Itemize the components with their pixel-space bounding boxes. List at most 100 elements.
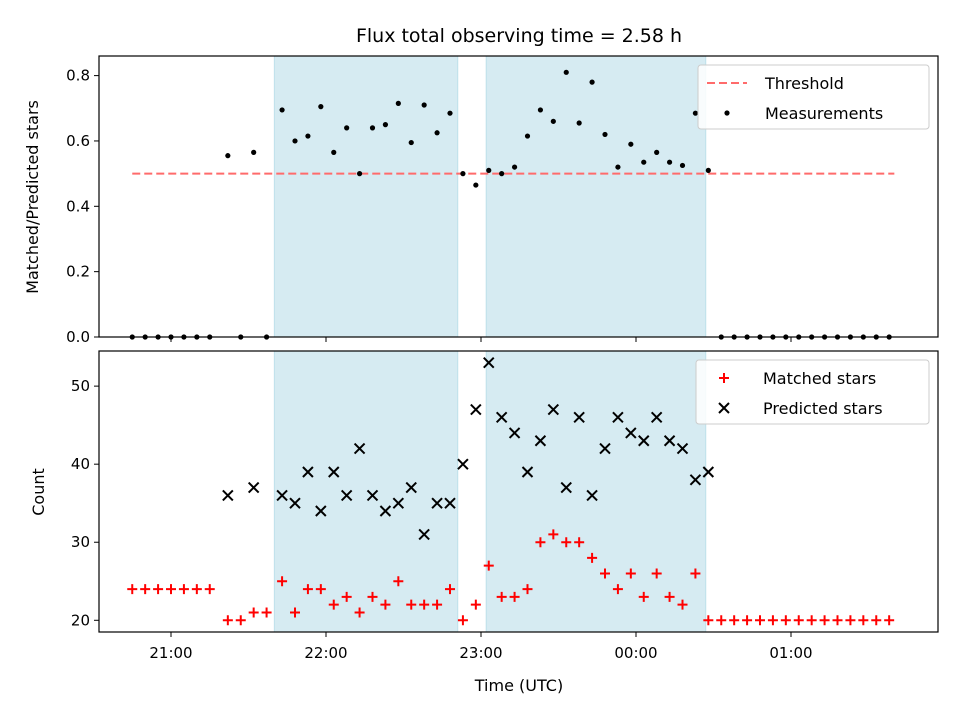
observing-interval [273, 350, 459, 633]
matched-point [612, 584, 623, 595]
matched-point [638, 591, 649, 602]
predicted-point [405, 481, 417, 494]
predicted-point [560, 481, 572, 494]
predicted-point [586, 489, 598, 502]
legend-label: Predicted stars [763, 399, 883, 418]
predicted-point [379, 505, 392, 517]
predicted-point [599, 442, 611, 455]
predicted-point [495, 411, 508, 424]
predicted-point [689, 474, 702, 486]
measurement-point [344, 125, 350, 131]
predicted-point [444, 497, 456, 509]
measurement-point [628, 141, 634, 147]
top-y-axis-label: Matched/Predicted stars [23, 100, 42, 294]
matched-point [561, 537, 572, 548]
matched-point [780, 615, 791, 626]
matched-point [884, 615, 895, 626]
legend-box [697, 64, 930, 130]
matched-point [819, 615, 830, 626]
measurement-point [641, 159, 647, 165]
matched-point [153, 584, 164, 595]
predicted-point [547, 403, 560, 416]
predicted-point [521, 466, 534, 478]
predicted-point [483, 357, 495, 369]
measurement-point [486, 167, 492, 173]
predicted-point [302, 466, 314, 478]
matched-point [380, 599, 391, 610]
measurement-point [615, 164, 621, 170]
measurement-point [421, 102, 427, 108]
legend-box [695, 359, 930, 425]
matched-point [354, 607, 365, 618]
y-tick-label: 50 [71, 377, 90, 395]
matched-point [302, 584, 313, 595]
x-axis-label: Time (UTC) [474, 676, 563, 695]
predicted-point [366, 489, 379, 502]
matched-point [261, 607, 272, 618]
matched-point [140, 584, 151, 595]
x-tick-label: 21:00 [149, 644, 192, 662]
measurement-point [292, 138, 298, 144]
measurement-point [550, 118, 556, 124]
measurement-point [305, 133, 311, 139]
legend-label: Threshold [764, 74, 844, 93]
matched-point [178, 584, 189, 595]
measurement-point [447, 110, 453, 116]
predicted-point [276, 489, 288, 502]
matched-point [729, 615, 740, 626]
plot-frame [98, 55, 939, 338]
matched-point [127, 584, 138, 595]
predicted-point [392, 497, 405, 509]
matched-point [457, 615, 468, 626]
matched-point [290, 607, 300, 618]
matched-point [341, 591, 352, 602]
predicted-point [222, 489, 234, 502]
matched-point [522, 584, 533, 595]
measurement-point [369, 125, 376, 131]
measurement-point [499, 171, 505, 177]
matched-point [496, 591, 507, 602]
legend-measurement-swatch [724, 110, 730, 116]
y-tick-label: 30 [71, 533, 90, 551]
x-tick-label: 23:00 [459, 644, 502, 662]
matched-point [419, 599, 430, 610]
chart-title: Flux total observing time = 2.58 h [356, 25, 682, 47]
y-tick-label: 20 [71, 611, 90, 629]
x-tick-label: 01:00 [769, 644, 812, 662]
predicted-point [289, 497, 301, 509]
y-tick-label: 0.0 [66, 328, 90, 346]
measurement-point [563, 69, 569, 75]
matched-point [166, 584, 176, 595]
top-panel: 0.0 0.2 0.4 0.6 0.8 Threshold Measurements [66, 55, 939, 346]
matched-point [845, 615, 856, 626]
matched-point [806, 615, 817, 626]
measurement-point [654, 149, 660, 155]
measurement-point [576, 120, 582, 126]
measurement-point [408, 139, 414, 146]
measurement-point [395, 100, 401, 106]
matched-point [406, 599, 417, 610]
matched-point [483, 560, 494, 571]
bottom-panel: 20 30 40 50 21:00 22:00 23:00 00:00 01:00 Matched… [71, 350, 939, 662]
matched-point [367, 591, 378, 602]
x-tick-label: 22:00 [304, 644, 347, 662]
predicted-point [431, 497, 443, 509]
predicted-point [470, 403, 482, 416]
predicted-stars-series [222, 357, 715, 541]
predicted-point [612, 411, 624, 424]
matched-stars-series [127, 529, 895, 626]
measurement-point [524, 133, 531, 139]
measurement-point [666, 159, 673, 165]
legend-label: Matched stars [763, 369, 876, 388]
matched-point [664, 591, 675, 602]
predicted-point [650, 411, 663, 424]
matched-point [858, 615, 869, 626]
matched-point [191, 584, 202, 595]
x-tick-label: 00:00 [614, 644, 657, 662]
matched-point [574, 537, 585, 548]
predicted-point [573, 411, 585, 424]
matched-point [716, 615, 727, 626]
plot-frame [98, 350, 939, 633]
matched-point [625, 568, 636, 579]
